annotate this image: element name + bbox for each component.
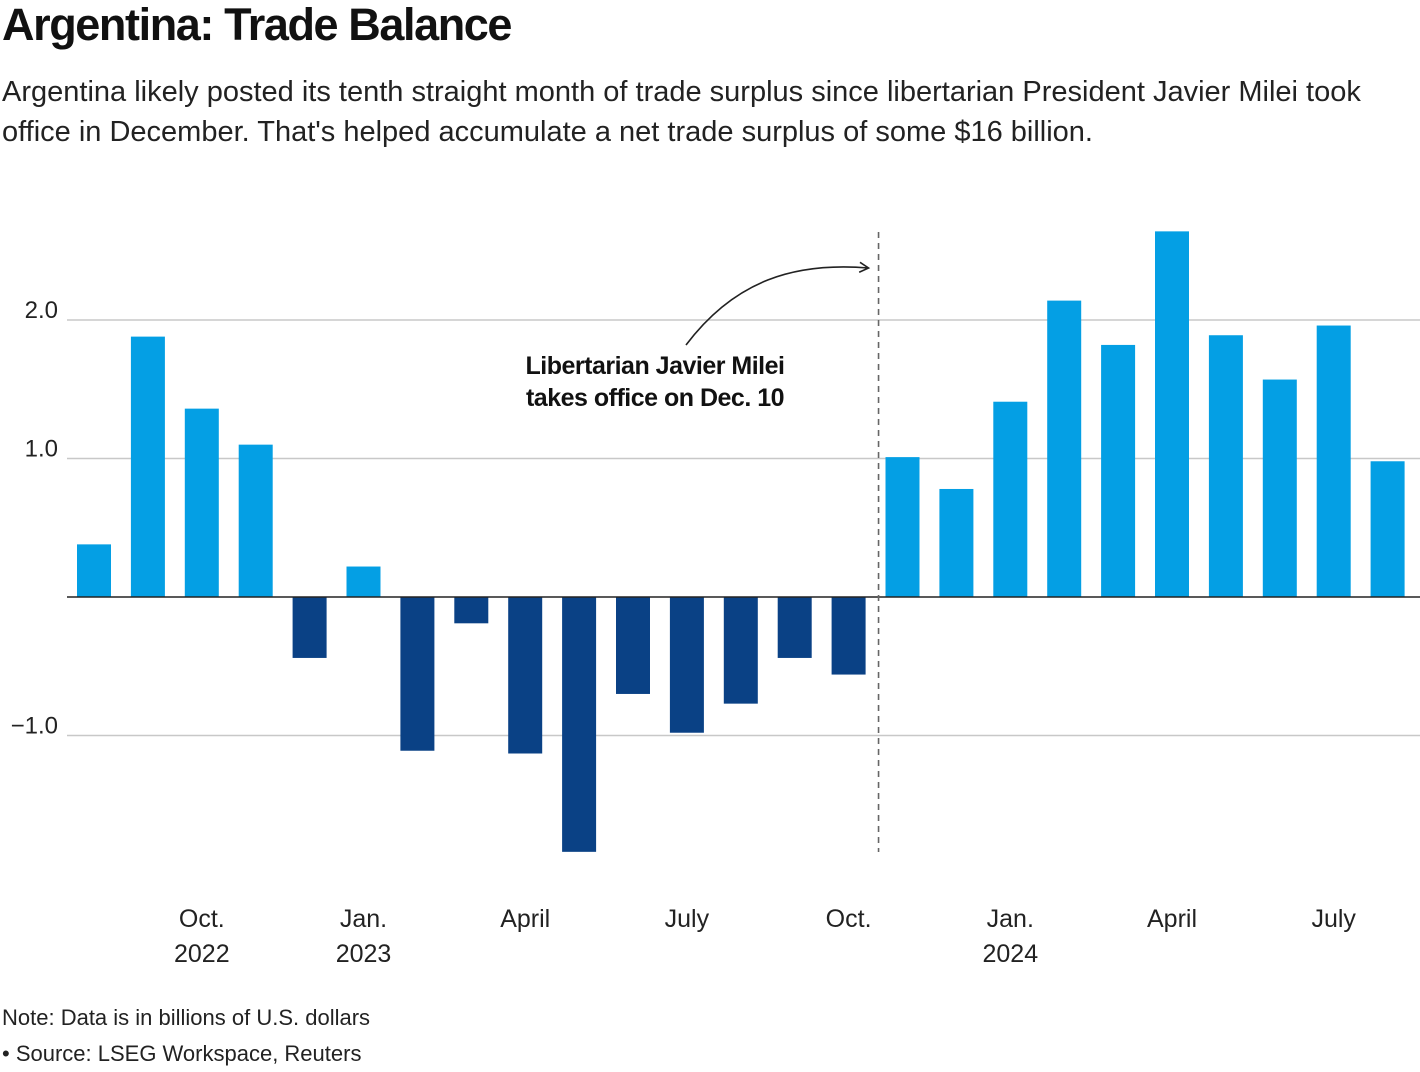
bar <box>1101 344 1136 597</box>
x-tick-label: Oct. <box>179 905 225 933</box>
bar <box>831 597 866 675</box>
bar <box>669 597 704 733</box>
annotation-arrow <box>685 261 871 346</box>
bar <box>616 597 650 694</box>
bar <box>292 597 327 658</box>
x-tick-label: 2024 <box>982 940 1038 968</box>
bar <box>238 444 273 597</box>
chart-source: • Source: LSEG Workspace, Reuters <box>2 1041 362 1066</box>
bar <box>885 457 920 597</box>
bar <box>346 566 381 597</box>
bar <box>1316 325 1351 597</box>
x-tick-label: April <box>1147 905 1197 933</box>
bar <box>1155 231 1189 598</box>
trade-balance-chart: 2.0 1.0 −1.0 Libertarian Javier Milei takes… <box>11 231 1420 968</box>
bar <box>1370 461 1405 597</box>
bar <box>993 401 1028 597</box>
x-tick-label: July <box>665 905 710 933</box>
chart-title: Argentina: Trade Balance <box>2 0 512 50</box>
y-tick-label: −1.0 <box>11 713 58 740</box>
bar <box>562 597 597 852</box>
bar <box>1208 335 1243 597</box>
bar <box>723 597 758 704</box>
bar <box>130 336 165 597</box>
x-tick-label: 2022 <box>174 940 230 968</box>
x-tick-label: Oct. <box>826 905 872 933</box>
milei-marker: Libertarian Javier Milei takes office on … <box>526 232 880 852</box>
x-tick-label: April <box>500 905 550 933</box>
gridlines: 2.0 1.0 −1.0 <box>11 297 1420 740</box>
chart-subtitle: Argentina likely posted its tenth straig… <box>2 76 1361 148</box>
bar <box>1262 379 1297 597</box>
bar <box>939 488 974 597</box>
x-tick-label: Jan. <box>340 905 387 933</box>
x-axis-labels: Oct. 2022 Jan. 2023 April July Oct. Jan. 2024 Apr… <box>174 905 1356 968</box>
y-tick-label: 1.0 <box>25 436 58 463</box>
x-tick-label: 2023 <box>336 940 392 968</box>
bar <box>1047 300 1082 597</box>
bar <box>184 408 219 597</box>
bar <box>77 544 111 597</box>
bar <box>454 597 489 624</box>
chart-note: Note: Data is in billions of U.S. dollar… <box>2 1005 371 1030</box>
bar <box>400 597 435 751</box>
x-tick-label: Jan. <box>987 905 1034 933</box>
bars <box>77 231 1405 852</box>
bar <box>777 597 812 658</box>
x-tick-label: July <box>1311 905 1356 933</box>
annotation-text: takes office on Dec. 10 <box>526 384 784 412</box>
y-tick-label: 2.0 <box>25 297 58 324</box>
annotation-text: Libertarian Javier Milei <box>526 352 785 380</box>
bar <box>508 597 543 754</box>
